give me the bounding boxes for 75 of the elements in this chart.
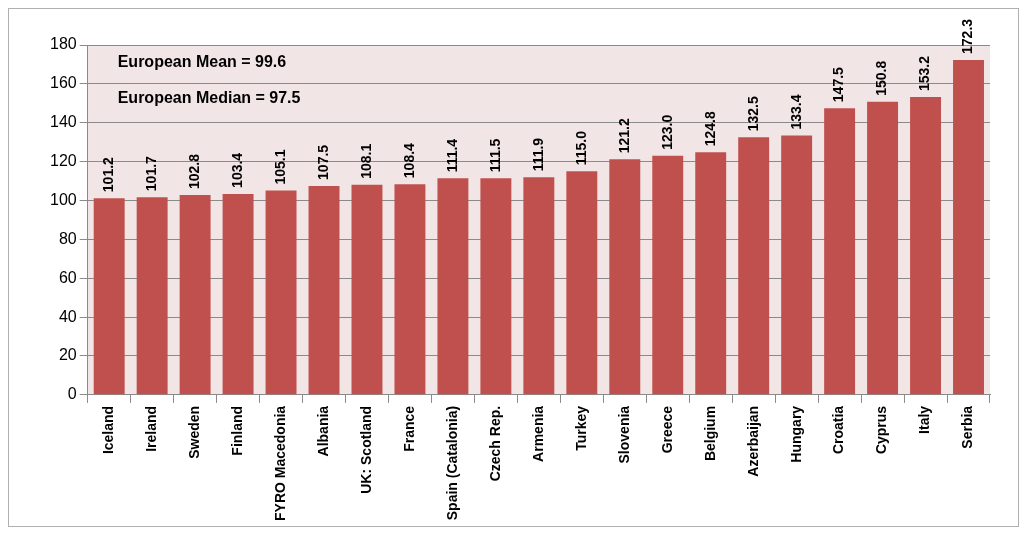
bar — [265, 190, 297, 395]
bar — [867, 101, 899, 395]
data-label: 103.4 — [228, 152, 245, 188]
bar — [824, 108, 856, 395]
data-label: 121.2 — [615, 118, 632, 154]
data-label: 153.2 — [916, 55, 933, 92]
data-label: 111.4 — [443, 138, 460, 173]
bar — [222, 193, 254, 395]
bar — [437, 178, 469, 395]
x-tick-label: Italy — [916, 405, 933, 434]
bar — [781, 135, 813, 395]
bar — [179, 195, 211, 395]
data-label: 101.2 — [100, 156, 117, 193]
x-tick-label: UK: Scotland — [357, 405, 374, 494]
bar — [609, 159, 641, 395]
y-tick-label: 40 — [58, 307, 77, 325]
data-label: 132.5 — [744, 96, 761, 132]
bar — [308, 185, 340, 395]
x-tick-label: Croatia — [830, 405, 847, 455]
bar — [93, 198, 125, 395]
y-tick-label: 20 — [58, 346, 77, 364]
bar — [480, 178, 512, 395]
data-label: 115.0 — [572, 130, 589, 166]
data-label: 150.8 — [873, 60, 890, 96]
data-label: 147.5 — [830, 66, 847, 103]
x-tick-label: Greece — [658, 405, 675, 454]
y-tick-label: 100 — [49, 190, 77, 208]
x-tick-label: Azerbaijan — [744, 405, 761, 477]
data-label: 105.1 — [271, 149, 288, 185]
y-tick-label: 0 — [67, 385, 77, 403]
data-label: 172.3 — [959, 18, 976, 54]
data-label: 111.5 — [486, 138, 503, 173]
x-tick-label: Hungary — [787, 405, 804, 463]
x-tick-label: France — [400, 405, 417, 452]
x-tick-label: Ireland — [143, 405, 160, 452]
data-label: 111.9 — [529, 137, 546, 172]
annotation: European Median = 97.5 — [117, 89, 301, 107]
bar — [566, 171, 598, 395]
x-tick-label: FYRO Macedonia — [271, 405, 288, 522]
x-tick-label: Albania — [314, 405, 331, 457]
x-tick-label: Sweden — [185, 405, 202, 459]
x-tick-label: Iceland — [100, 405, 117, 455]
x-tick-label: Cyprus — [873, 405, 890, 455]
data-label: 108.4 — [400, 142, 417, 179]
bar — [351, 184, 383, 395]
bar — [136, 197, 168, 395]
data-label: 108.1 — [357, 143, 374, 179]
data-label: 123.0 — [658, 114, 675, 150]
x-tick-label: Finland — [228, 405, 245, 456]
x-tick-label: Czech Rep. — [486, 405, 503, 482]
y-tick-label: 160 — [49, 74, 77, 92]
x-tick-label: Serbia — [959, 405, 976, 449]
annotation: European Mean = 99.6 — [117, 53, 287, 71]
x-tick-label: Turkey — [572, 405, 589, 451]
y-tick-label: 60 — [58, 268, 77, 286]
data-label: 124.8 — [701, 111, 718, 147]
bar — [394, 184, 426, 395]
bar — [523, 177, 555, 395]
bar — [738, 137, 770, 395]
bar — [953, 59, 984, 395]
bar — [910, 97, 942, 395]
y-tick-label: 80 — [58, 229, 77, 247]
data-label: 101.7 — [143, 155, 160, 192]
x-tick-label: Spain (Catalonia) — [443, 405, 460, 521]
data-label: 133.4 — [787, 94, 804, 130]
bar — [695, 152, 727, 395]
bar — [652, 155, 684, 395]
data-label: 107.5 — [314, 144, 331, 180]
x-tick-label: Slovenia — [615, 405, 632, 464]
x-tick-label: Belgium — [701, 405, 718, 462]
y-tick-label: 120 — [49, 152, 77, 170]
y-tick-label: 140 — [49, 113, 77, 131]
y-tick-label: 180 — [49, 35, 77, 53]
x-tick-label: Armenia — [529, 405, 546, 462]
data-label: 102.8 — [185, 153, 202, 190]
